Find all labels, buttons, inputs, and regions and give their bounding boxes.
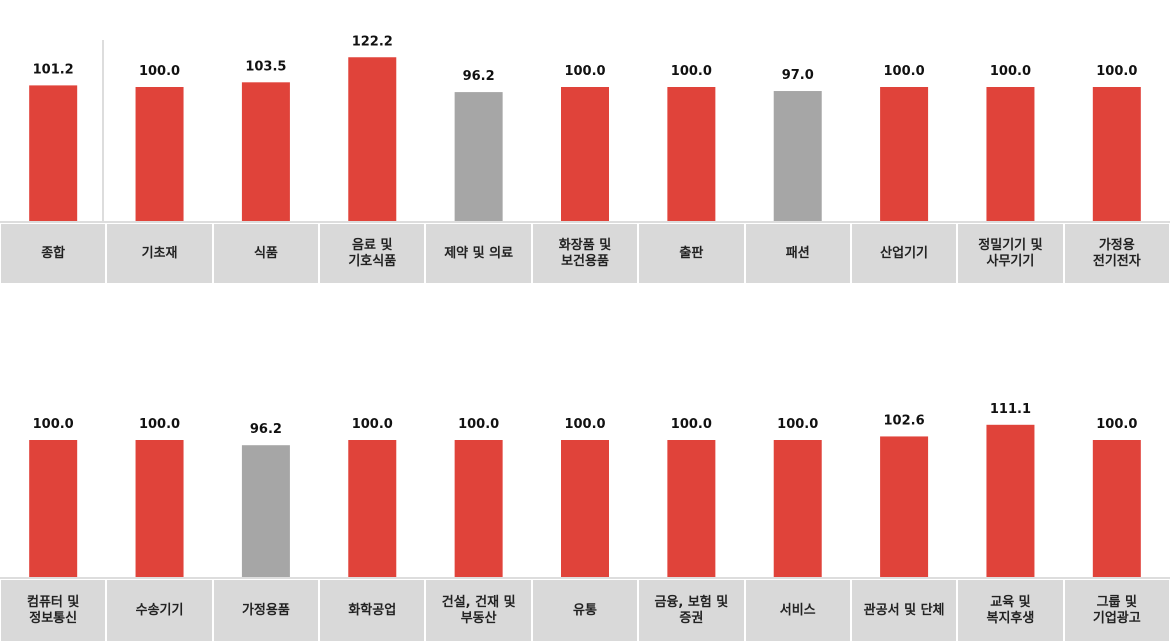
value-label: 96.2 [463,69,495,84]
value-label: 100.0 [884,64,925,79]
bar [29,440,78,577]
value-label: 103.5 [245,59,286,74]
category-label: 정밀기기 및 사무기기 [958,224,1063,283]
bar [454,440,503,577]
value-label: 111.1 [990,402,1031,417]
category-label: 수송기기 [107,580,212,641]
bar [880,87,929,221]
category-label: 그룹 및 기업광고 [1064,580,1169,641]
category-label: 음료 및 기호식품 [320,224,425,283]
category-label: 식품 [213,224,319,283]
category-label: 서비스 [745,580,850,641]
category-label: 교육 및 복지후생 [958,580,1063,641]
bar [1092,87,1141,221]
category-label: 산업기기 [851,224,957,283]
category-label: 출판 [639,224,744,283]
bar [241,82,290,221]
value-label: 100.0 [564,64,605,79]
value-label: 100.0 [1096,417,1137,432]
value-label: 100.0 [139,64,180,79]
bar [29,85,78,221]
value-label: 96.2 [250,422,282,437]
category-label: 패션 [745,224,850,283]
category-label: 관공서 및 단체 [851,580,957,641]
bar [880,436,929,577]
bar [1092,440,1141,577]
bar [561,440,609,577]
value-label: 100.0 [777,417,818,432]
category-label: 컴퓨터 및 정보통신 [1,580,106,641]
bar [667,440,716,577]
value-label: 100.0 [1096,64,1137,79]
value-label: 101.2 [33,62,74,77]
category-label: 기초재 [107,224,212,283]
value-label: 100.0 [564,417,605,432]
value-label: 100.0 [458,417,499,432]
value-label: 100.0 [352,417,393,432]
value-label: 100.0 [33,417,74,432]
category-label: 화장품 및 보건용품 [532,224,638,283]
category-label: 가정용품 [213,580,319,641]
category-label: 제약 및 의료 [426,224,531,283]
value-label: 97.0 [782,68,814,83]
category-label: 화학공업 [320,580,425,641]
category-label: 건설, 건재 및 부동산 [426,580,531,641]
bar [348,57,397,221]
bar [986,424,1035,577]
bar [561,87,609,221]
bar [773,91,822,222]
category-label: 금융, 보험 및 증권 [639,580,744,641]
category-label: 종합 [1,224,106,283]
value-label: 102.6 [884,413,925,428]
value-label: 122.2 [352,34,393,49]
value-label: 100.0 [671,417,712,432]
bar [986,87,1035,221]
value-label: 100.0 [671,64,712,79]
bar [135,87,184,221]
category-label: 가정용 전기전자 [1064,224,1169,283]
value-label: 100.0 [990,64,1031,79]
bar [135,440,184,577]
bar [348,440,397,577]
value-label: 100.0 [139,417,180,432]
bar [241,445,290,577]
bar [667,87,716,221]
category-label: 유통 [532,580,638,641]
bar [454,92,503,221]
bar [773,440,822,577]
